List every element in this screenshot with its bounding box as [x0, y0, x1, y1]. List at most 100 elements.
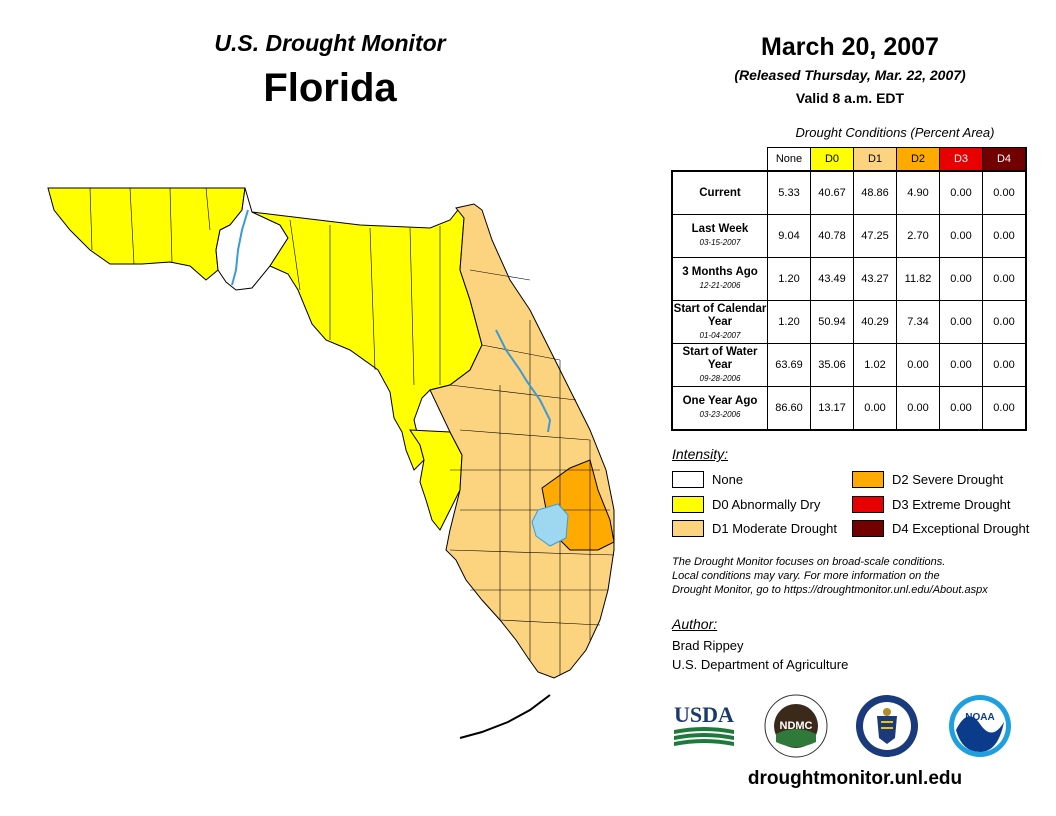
table-cell: 0.00 — [939, 343, 983, 387]
legend-swatch — [672, 496, 704, 513]
table-row: 3 Months Ago 12-21-2006 1.20 43.49 43.27 11.8… — [671, 257, 1027, 301]
table-row: Start of Calendar Year 01-04-2007 1.20 50.9… — [671, 300, 1027, 344]
table-cell: 0.00 — [939, 214, 983, 258]
map-subtitle: U.S. Drought Monitor — [214, 30, 446, 56]
table-cell: 0.00 — [939, 300, 983, 344]
table-row: One Year Ago 03-23-2006 86.60 13.17 0.00 0.00… — [671, 386, 1027, 431]
legend-label: D4 Exceptional Drought — [892, 521, 1030, 536]
row-date: 03-15-2007 — [699, 238, 741, 247]
legend-item-d2: D2 Severe Drought — [852, 471, 1003, 488]
county-lines — [89, 187, 615, 675]
legend-swatch — [672, 471, 704, 488]
river-st-johns — [495, 329, 552, 433]
col-header-none: None — [767, 147, 811, 172]
table-cell: 48.86 — [853, 170, 897, 215]
row-label: Current — [671, 170, 768, 215]
table-corner — [672, 147, 768, 172]
table-cell: 1.20 — [767, 300, 811, 344]
ndmc-logo-text: NDMC — [780, 720, 813, 732]
table-cell: 7.34 — [896, 300, 940, 344]
table-row: Last Week 03-15-2007 9.04 40.78 47.25 2.70 0.0… — [671, 214, 1027, 258]
legend-swatch — [852, 471, 884, 488]
legend-label: D0 Abnormally Dry — [712, 497, 821, 512]
table-cell: 0.00 — [982, 386, 1027, 431]
legend-item-d1: D1 Moderate Drought — [672, 520, 837, 537]
col-header-d0: D0 — [810, 147, 854, 172]
table-cell: 35.06 — [810, 343, 854, 387]
row-label: Start of Calendar Year 01-04-2007 — [671, 300, 768, 344]
table-cell: 0.00 — [982, 257, 1027, 301]
author-name: Brad Rippey — [672, 638, 744, 653]
table-caption: Drought Conditions (Percent Area) — [795, 125, 995, 140]
legend-swatch — [672, 520, 704, 537]
table-cell: 0.00 — [982, 214, 1027, 258]
table-cell: 9.04 — [767, 214, 811, 258]
row-date: 03-23-2006 — [699, 410, 741, 419]
legend-item-d0: D0 Abnormally Dry — [672, 496, 820, 513]
legend-label: None — [712, 472, 744, 487]
legend-label: D1 Moderate Drought — [712, 521, 838, 536]
table-cell: 0.00 — [896, 386, 940, 431]
table-row: Current 5.33 40.67 48.86 4.90 0.00 0.00 — [671, 170, 1027, 215]
table-cell: 86.60 — [767, 386, 811, 431]
col-header-d4: D4 — [982, 147, 1027, 172]
row-label-text: One Year Ago — [682, 395, 758, 407]
row-label-text: Current — [699, 186, 741, 199]
river-apalachicola — [231, 209, 249, 286]
note-line: The Drought Monitor focuses on broad-sca… — [672, 556, 946, 568]
table-cell: 13.17 — [810, 386, 854, 431]
table-cell: 0.00 — [982, 343, 1027, 387]
legend-label: D3 Extreme Drought — [892, 497, 1011, 512]
note-line: Local conditions may vary. For more info… — [672, 570, 940, 582]
table-cell: 43.27 — [853, 257, 897, 301]
table-cell: 43.49 — [810, 257, 854, 301]
legend-label: D2 Severe Drought — [892, 472, 1004, 487]
row-label-text: Start of Water Year — [682, 345, 758, 371]
table-cell: 2.70 — [896, 214, 940, 258]
table-cell: 0.00 — [939, 386, 983, 431]
legend-item-d3: D3 Extreme Drought — [852, 496, 1011, 513]
map-region-d0-panhandle-west — [47, 187, 246, 281]
table-cell: 11.82 — [896, 257, 940, 301]
row-date: 09-28-2006 — [699, 373, 741, 383]
table-cell: 0.00 — [853, 386, 897, 431]
map-title: Florida — [263, 66, 397, 110]
valid-time: Valid 8 a.m. EDT — [795, 90, 905, 106]
col-header-d1: D1 — [853, 147, 897, 172]
author-org: U.S. Department of Agriculture — [672, 657, 849, 672]
legend-title: Intensity: — [672, 446, 729, 462]
table-cell: 47.25 — [853, 214, 897, 258]
col-header-d3: D3 — [939, 147, 983, 172]
table-cell: 0.00 — [982, 170, 1027, 215]
row-label: 3 Months Ago 12-21-2006 — [671, 257, 768, 301]
map-region-d0-bigbend — [251, 209, 483, 471]
note-line: Drought Monitor, go to https://droughtmo… — [672, 584, 988, 596]
row-label-text: Last Week — [691, 223, 749, 235]
legend-swatch — [852, 520, 884, 537]
row-label-text: 3 Months Ago — [682, 266, 758, 278]
row-date: 01-04-2007 — [699, 330, 741, 340]
row-label: Start of Water Year 09-28-2006 — [671, 343, 768, 387]
table-cell: 50.94 — [810, 300, 854, 344]
usda-logo: USDA — [672, 700, 736, 748]
author-title: Author: — [672, 616, 718, 632]
legend-item-d4: D4 Exceptional Drought — [852, 520, 1029, 537]
florida-keys — [459, 694, 551, 739]
legend-item-none: None — [672, 471, 743, 488]
table-cell: 40.78 — [810, 214, 854, 258]
noaa-logo-text: NOAA — [965, 712, 994, 723]
noaa-logo: NOAA — [948, 694, 1012, 758]
row-label-text: Start of Calendar Year — [673, 302, 767, 328]
site-url[interactable]: droughtmonitor.unl.edu — [747, 768, 963, 789]
table-cell: 5.33 — [767, 170, 811, 215]
table-cell: 40.29 — [853, 300, 897, 344]
table-cell: 0.00 — [939, 170, 983, 215]
florida-drought-map — [47, 187, 615, 739]
table-cell: 63.69 — [767, 343, 811, 387]
lake-okeechobee — [531, 503, 569, 547]
table-cell: 4.90 — [896, 170, 940, 215]
map-date: March 20, 2007 — [761, 33, 939, 61]
release-date: (Released Thursday, Mar. 22, 2007) — [734, 67, 966, 83]
row-label: Last Week 03-15-2007 — [671, 214, 768, 258]
table-cell: 0.00 — [939, 257, 983, 301]
